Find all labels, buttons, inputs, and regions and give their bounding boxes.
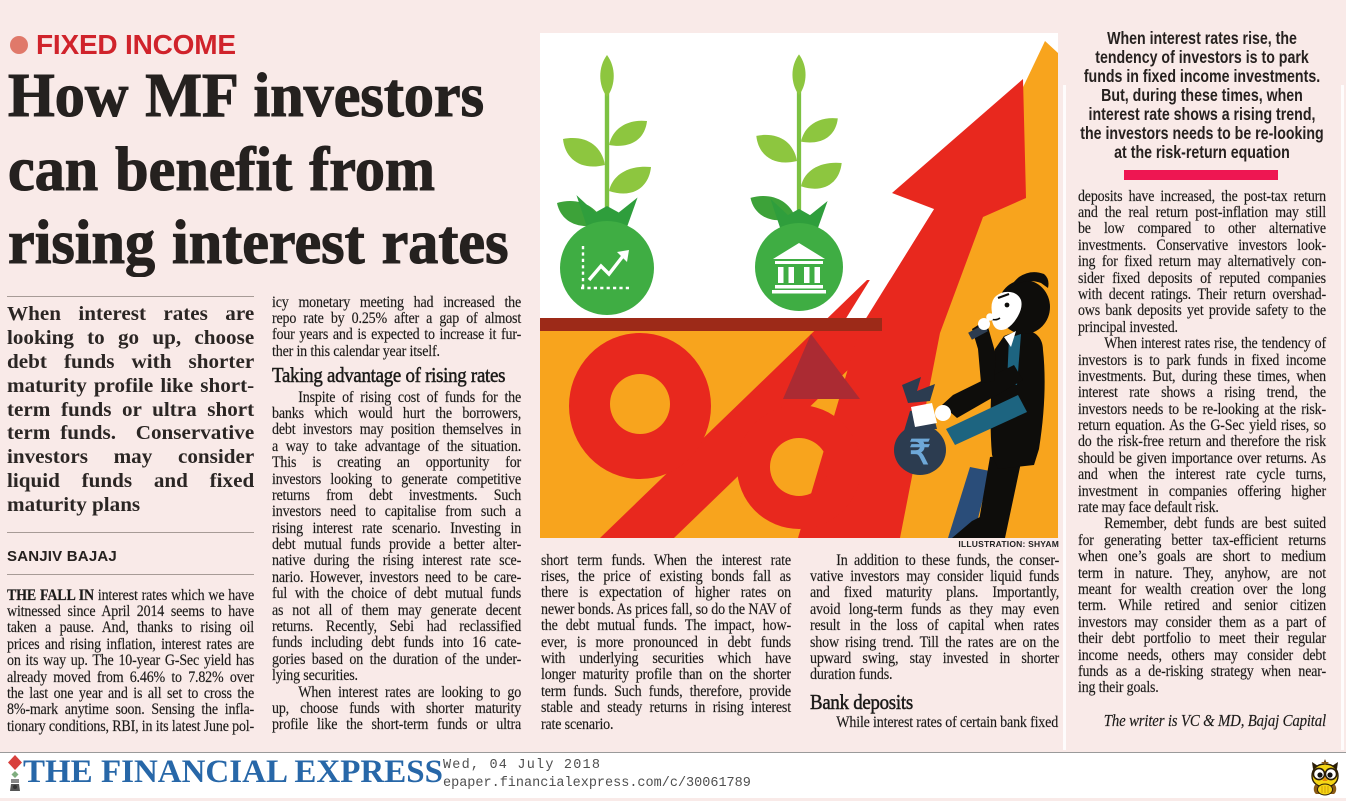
svg-text:₹: ₹ [909, 434, 931, 472]
